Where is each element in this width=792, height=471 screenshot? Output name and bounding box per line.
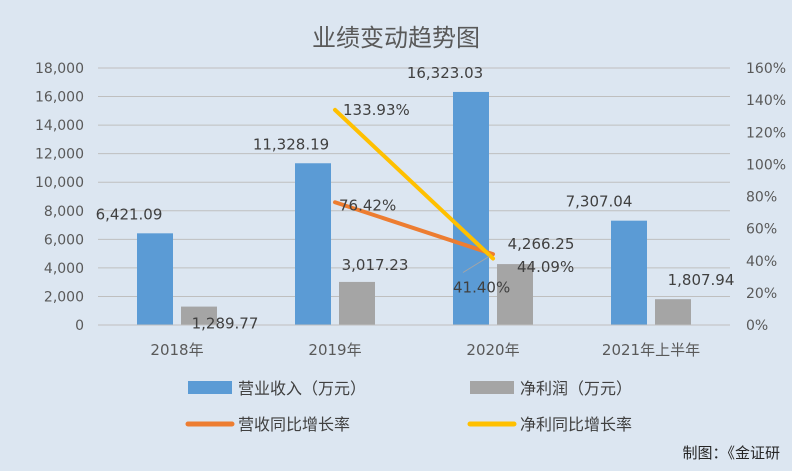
y-right-tick-label: 140% [746, 93, 786, 109]
bar-data-label: 11,328.19 [253, 135, 329, 153]
x-tick-label: 2020年 [466, 341, 519, 359]
bars [137, 91, 691, 325]
growth-lines [333, 107, 495, 261]
bar-data-label: 3,017.23 [342, 256, 409, 274]
bar-data-label: 1,289.77 [192, 315, 259, 333]
legend-label: 净利润（万元） [520, 379, 632, 398]
bar [611, 220, 647, 325]
line-data-label: 41.40% [453, 279, 510, 297]
bar-data-label: 7,307.04 [566, 193, 633, 211]
legend-label: 营业收入（万元） [238, 379, 366, 398]
bar-data-label: 6,421.09 [96, 205, 163, 223]
axes: 0 2,000 4,000 6,000 8,000 10,000 12,000 14,000 1… [35, 61, 786, 359]
bar-data-label: 1,807.94 [668, 271, 735, 289]
legend: 营业收入（万元） 净利润（万元） 营收同比增长率 净利同比增长率 [185, 379, 632, 434]
bar [339, 281, 375, 325]
y-left-tick-label: 0 [75, 318, 84, 334]
y-left-tick-label: 18,000 [35, 61, 84, 77]
label-leader-line [462, 256, 490, 273]
legend-swatch [188, 381, 232, 394]
y-right-tick-label: 40% [746, 254, 777, 270]
y-left-tick-label: 2,000 [44, 289, 84, 305]
y-left-tick-label: 14,000 [35, 118, 84, 134]
y-right-tick-label: 160% [746, 61, 786, 77]
bar [181, 306, 217, 325]
chart-title: 业绩变动趋势图 [312, 24, 480, 52]
y-left-tick-label: 12,000 [35, 147, 84, 163]
legend-swatch [470, 381, 514, 394]
y-right-tick-label: 100% [746, 157, 786, 173]
bar [655, 299, 691, 325]
bar-data-label: 16,323.03 [407, 64, 483, 82]
line-data-label: 44.09% [517, 258, 574, 276]
bar [453, 91, 489, 325]
y-left-tick-label: 10,000 [35, 175, 84, 191]
y-left-tick-label: 4,000 [44, 261, 84, 277]
x-tick-label: 2018年 [150, 341, 203, 359]
x-tick-label: 2019年 [308, 341, 361, 359]
y-right-tick-label: 60% [746, 222, 777, 238]
bar [497, 264, 533, 325]
y-right-tick-label: 20% [746, 286, 777, 302]
y-left-tick-label: 16,000 [35, 90, 84, 106]
credit-text: 制图：《金证研 [682, 444, 780, 462]
bar-data-label: 4,266.25 [508, 235, 575, 253]
legend-label: 营收同比增长率 [238, 415, 350, 434]
legend-label: 净利同比增长率 [520, 415, 632, 434]
line-data-label: 133.93% [343, 101, 410, 119]
bar [137, 233, 173, 325]
bar [295, 163, 331, 325]
y-right-tick-label: 0% [746, 318, 768, 334]
data-labels: 6,421.09 11,328.19 16,323.03 7,307.04 1,289.… [96, 64, 735, 333]
y-left-tick-label: 8,000 [44, 204, 84, 220]
growth-line [333, 107, 495, 261]
y-right-tick-label: 120% [746, 125, 786, 141]
line-data-label: 76.42% [339, 196, 396, 214]
x-tick-label: 2021年上半年 [602, 341, 700, 359]
y-left-tick-label: 6,000 [44, 232, 84, 248]
growth-line [333, 200, 495, 257]
y-right-tick-label: 80% [746, 190, 777, 206]
